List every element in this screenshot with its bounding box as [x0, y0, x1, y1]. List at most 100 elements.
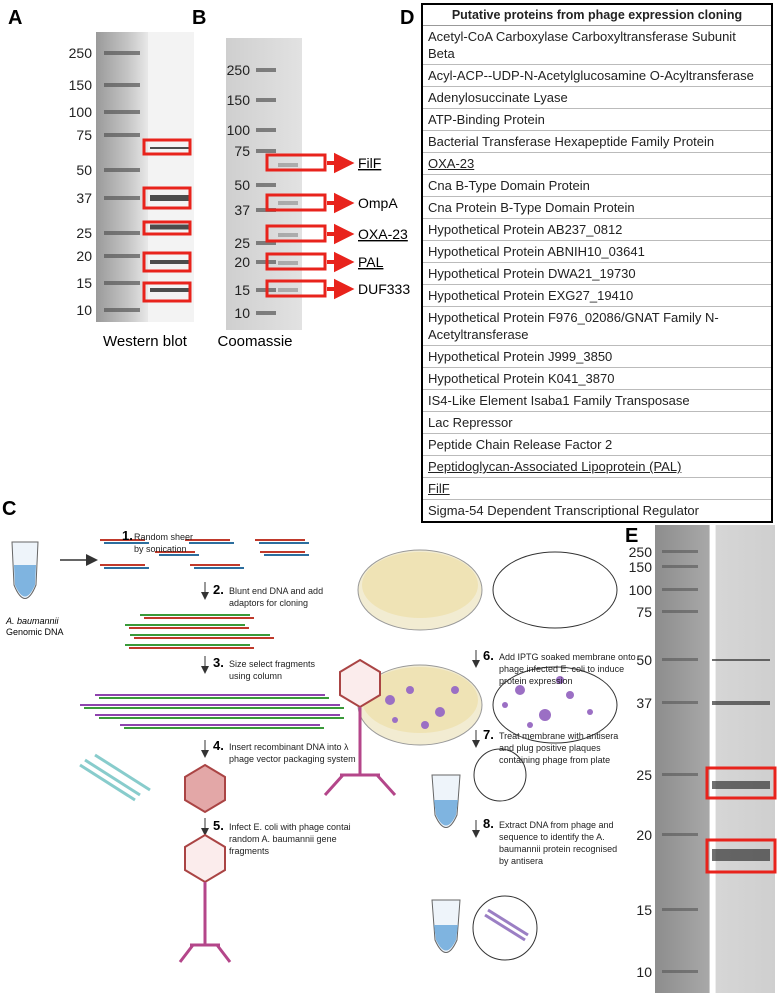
gel-band — [662, 588, 698, 591]
gel-band — [256, 241, 276, 245]
table-row: ATP-Binding Protein — [423, 109, 771, 131]
gel-band — [256, 311, 276, 315]
panel-label: B — [192, 7, 206, 29]
ladder-label: 75 — [636, 604, 652, 620]
table-row: Lac Repressor — [423, 412, 771, 434]
gel-band — [150, 195, 190, 201]
ladder-label: 37 — [636, 695, 652, 711]
gel-band — [662, 658, 698, 661]
step-number: 7. — [483, 727, 494, 742]
ladder-label: 100 — [629, 582, 653, 598]
highlight-box — [705, 838, 777, 874]
step-text: phage vector packaging system — [229, 754, 356, 764]
gel-band — [278, 261, 298, 265]
arrow — [327, 223, 355, 245]
ladder-label: 15 — [234, 282, 250, 298]
protein-table: Putative proteins from phage expression … — [421, 3, 773, 523]
gel-band — [712, 659, 770, 661]
ladder-label: 37 — [234, 202, 250, 218]
plaque — [539, 709, 551, 721]
highlight-box — [142, 220, 192, 236]
table-row: Acetyl-CoA Carboxylase Carboxyltransfera… — [423, 26, 771, 65]
step-text: by sonication — [134, 544, 187, 554]
ladder-label: 50 — [636, 652, 652, 668]
panel-label: A — [8, 7, 22, 29]
source-label: A. baumannii — [5, 616, 60, 626]
ladder-label: 50 — [76, 162, 92, 178]
ladder-label: 75 — [234, 143, 250, 159]
step-number: 1. — [122, 528, 133, 543]
ladder-label: 150 — [629, 559, 653, 575]
panel-label: C — [2, 498, 16, 520]
step-number: 6. — [483, 648, 494, 663]
gel-band — [104, 231, 140, 235]
ladder-label: 37 — [76, 190, 92, 206]
step-text: Size select fragments — [229, 659, 316, 669]
gel-band — [104, 308, 140, 312]
gel-band — [712, 849, 770, 861]
gel-band — [278, 163, 298, 167]
step-text: Random sheer — [134, 532, 193, 542]
plaque — [566, 691, 574, 699]
table-header: Putative proteins from phage expression … — [423, 5, 771, 26]
plaque — [435, 707, 445, 717]
western-sample-lane — [148, 32, 194, 322]
table-row: Adenylosuccinate Lyase — [423, 87, 771, 109]
arrow — [327, 152, 355, 174]
step-number: 2. — [213, 582, 224, 597]
gel-band — [256, 98, 276, 102]
plaque — [502, 702, 508, 708]
table-row: Hypothetical Protein F976_02086/GNAT Fam… — [423, 307, 771, 346]
table-row: Hypothetical Protein DWA21_19730 — [423, 263, 771, 285]
table-row: Hypothetical Protein J999_3850 — [423, 346, 771, 368]
step-text: adaptors for cloning — [229, 598, 308, 608]
western-ladder-lane — [96, 32, 148, 322]
gel-band — [104, 168, 140, 172]
step-text: using column — [229, 671, 282, 681]
arrow — [327, 278, 355, 300]
ladder-label: 150 — [69, 77, 93, 93]
protein-label: OmpA — [358, 195, 398, 211]
panel-label: E — [625, 525, 638, 547]
highlight-box — [142, 186, 192, 210]
highlight-box — [265, 153, 327, 172]
ladder-label: 250 — [629, 544, 653, 560]
step-text: random A. baumannii gene — [229, 834, 337, 844]
table-row: Peptidoglycan-Associated Lipoprotein (PA… — [423, 456, 771, 478]
highlight-box — [142, 138, 192, 156]
gel-band — [278, 233, 298, 237]
gel-band — [712, 781, 770, 789]
plaque — [451, 686, 459, 694]
gel-band — [256, 183, 276, 187]
step-text: Insert recombinant DNA into λ — [229, 742, 349, 752]
ladder-label: 25 — [234, 235, 250, 251]
table-row: Cna B-Type Domain Protein — [423, 175, 771, 197]
step-text: and plug positive plaques — [499, 743, 601, 753]
table-row: Peptide Chain Release Factor 2 — [423, 434, 771, 456]
ladder-label: 15 — [76, 275, 92, 291]
gel-band — [104, 281, 140, 285]
highlight-box — [265, 193, 327, 212]
step-text: Treat membrane with antisera — [499, 731, 618, 741]
gel-band — [662, 970, 698, 973]
caption: Western blot — [103, 333, 188, 350]
step-text: fragments — [229, 846, 270, 856]
gel-band — [712, 701, 770, 705]
step-text: protein expression — [499, 676, 573, 686]
gel-band — [256, 68, 276, 72]
protein-label: OXA-23 — [358, 226, 408, 242]
step-text: sequence to identify the A. — [499, 832, 605, 842]
gel-band — [256, 149, 276, 153]
table-row: Hypothetical Protein AB237_0812 — [423, 219, 771, 241]
ladder-label: 20 — [636, 827, 652, 843]
table-row: IS4-Like Element Isaba1 Family Transposa… — [423, 390, 771, 412]
ladder-label: 250 — [227, 62, 251, 78]
gel-band — [662, 550, 698, 553]
highlight-box — [705, 766, 777, 800]
gel-band — [662, 833, 698, 836]
protein-label: DUF333 — [358, 281, 410, 297]
gel-band — [278, 288, 298, 292]
step-text: Blunt end DNA and add — [229, 586, 323, 596]
table-row: Bacterial Transferase Hexapeptide Family… — [423, 131, 771, 153]
